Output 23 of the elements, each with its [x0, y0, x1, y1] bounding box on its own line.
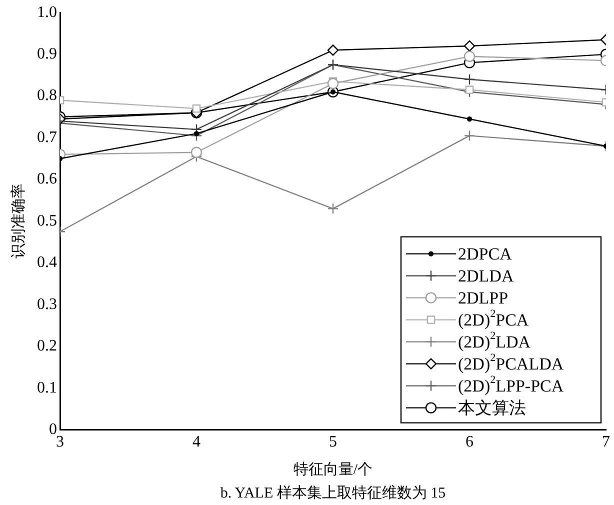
y-tick-label: 0.1 — [37, 379, 57, 396]
legend-label: 2DPCA — [458, 244, 513, 264]
x-tick-label: 4 — [192, 434, 200, 451]
legend-label: 本文算法 — [458, 398, 526, 418]
y-tick-label: 0.9 — [37, 46, 57, 63]
x-axis-title: 特征向量/个 — [293, 460, 373, 478]
y-tick-label: 0.6 — [37, 170, 57, 188]
y-tick-label: 0.3 — [37, 296, 57, 313]
x-tick-label: 7 — [602, 434, 610, 451]
y-tick-label: 0 — [49, 421, 57, 438]
legend-label: 2DLPP — [458, 288, 508, 308]
x-tick-label: 6 — [466, 434, 474, 451]
y-tick-label: 0.8 — [37, 87, 57, 104]
y-tick-label: 0.2 — [37, 338, 57, 355]
x-tick-label: 5 — [329, 434, 337, 451]
text: b. YALE 样本集上取特征维数为 15 — [220, 484, 446, 502]
y-tick-label: 0.7 — [37, 128, 57, 146]
y-axis-title: 识别准确率 — [10, 184, 27, 259]
y-tick-label: 0.4 — [37, 254, 57, 272]
y-tick-label: 0.5 — [37, 212, 57, 230]
y-tick-label: 1.0 — [37, 4, 57, 21]
legend-label: 2DLDA — [458, 266, 514, 286]
x-tick-label: 3 — [56, 434, 64, 451]
